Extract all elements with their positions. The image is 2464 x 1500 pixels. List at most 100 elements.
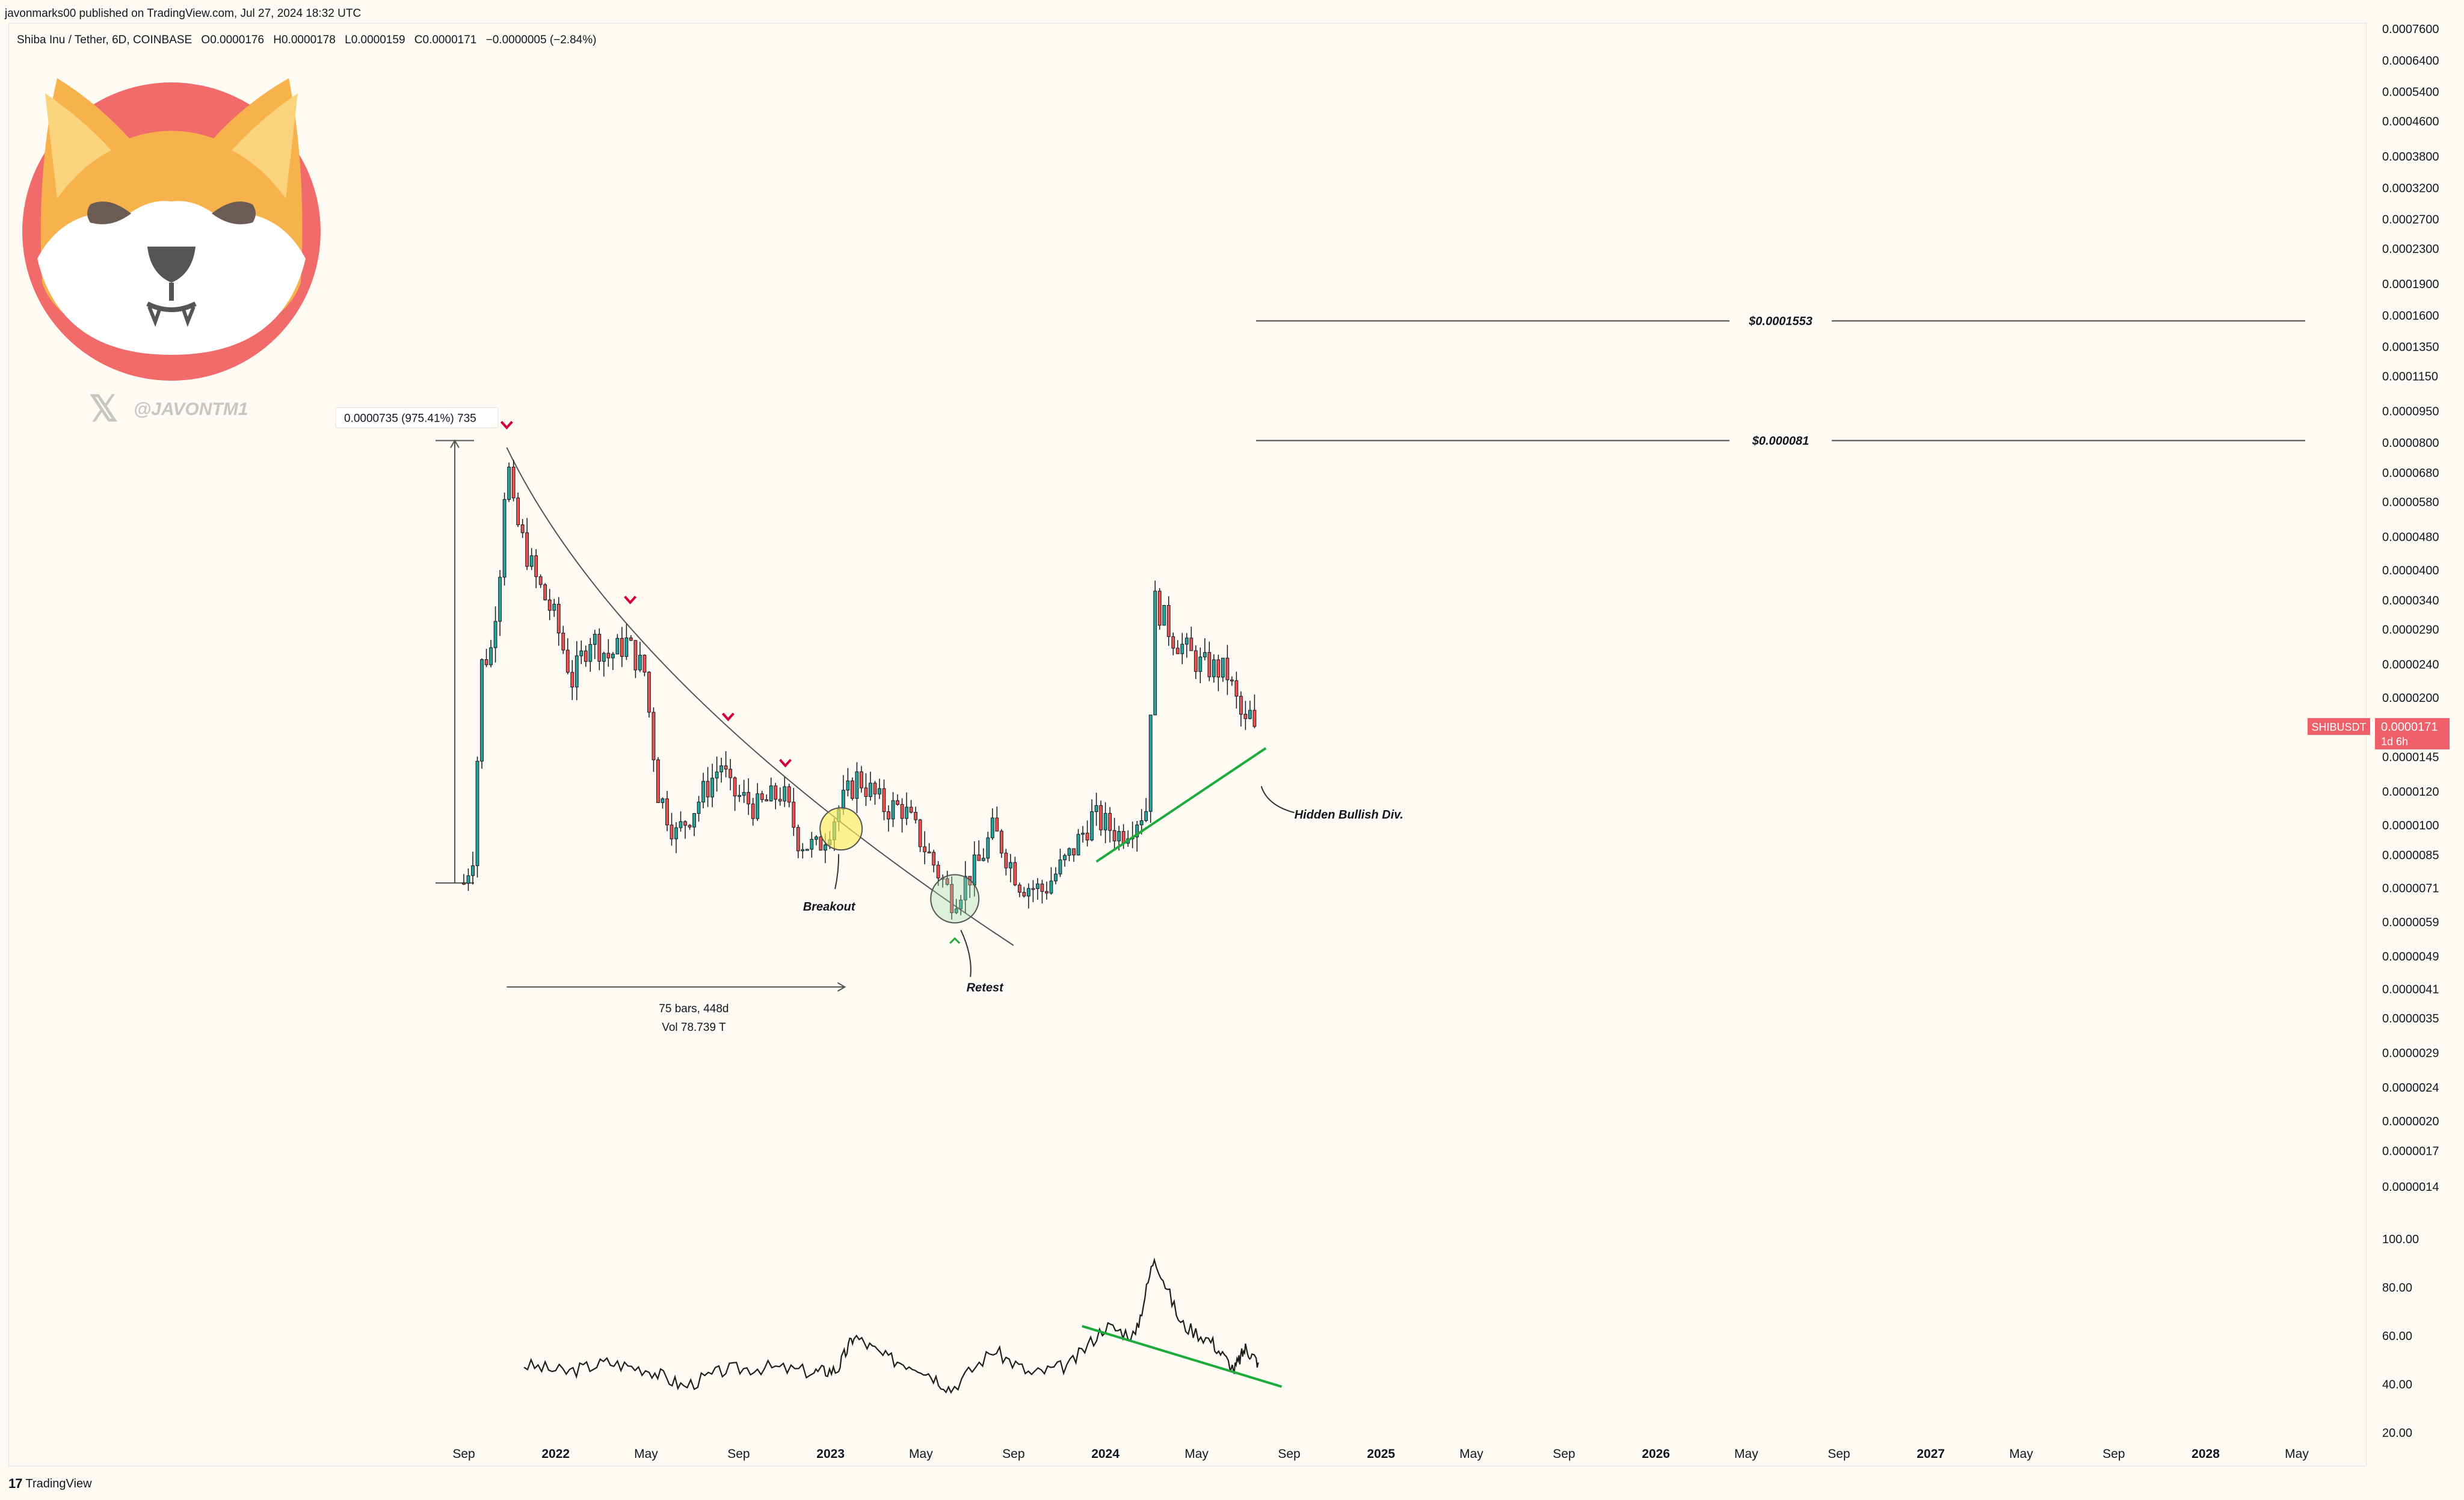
annotations[interactable]: Breakout Retest Hidden Bullish Div. [803,747,1403,994]
candle[interactable] [846,768,850,797]
candle[interactable] [747,778,751,815]
candle[interactable] [1171,632,1175,656]
candle[interactable] [783,776,787,807]
candle[interactable] [1135,821,1139,852]
candle[interactable] [1022,887,1026,898]
candle[interactable] [760,791,764,803]
candle[interactable] [1072,848,1076,862]
candle[interactable] [719,757,724,783]
candle[interactable] [1017,882,1021,897]
candle[interactable] [1252,694,1257,728]
symbol-name[interactable]: Shiba Inu / Tether, 6D, COINBASE [17,34,192,46]
candle[interactable] [878,778,881,799]
candle[interactable] [765,794,769,802]
candle[interactable] [1130,821,1135,849]
candle[interactable] [552,598,556,617]
candle[interactable] [1203,638,1207,660]
candle[interactable] [986,831,990,863]
candle[interactable] [611,652,615,671]
candle[interactable] [1148,715,1153,823]
oscillator-pane[interactable] [523,1257,1283,1394]
candle[interactable] [1144,798,1148,822]
candle[interactable] [556,597,561,646]
candle[interactable] [525,518,529,570]
candle[interactable] [1045,881,1049,900]
candle[interactable] [471,852,475,885]
candle[interactable] [1230,676,1234,686]
chart-frame[interactable] [8,23,2367,1466]
candle[interactable] [873,781,877,805]
candle[interactable] [1063,853,1067,867]
candle[interactable] [918,819,922,852]
hidden-div-oscillator-line[interactable] [1082,1324,1283,1388]
candle[interactable] [1216,654,1221,692]
candle[interactable] [851,777,854,801]
candle[interactable] [620,627,624,668]
candle[interactable] [742,779,746,803]
retest-highlight[interactable] [930,874,980,924]
candle[interactable] [1031,880,1035,902]
candle[interactable] [642,654,647,677]
candle[interactable] [1112,817,1116,850]
candle[interactable] [647,671,651,718]
candle[interactable] [651,707,656,772]
candle[interactable] [670,813,674,846]
price-levels[interactable]: $0.0001553 $0.000081 [1256,312,2305,449]
candle[interactable] [1013,856,1017,887]
candle[interactable] [588,638,593,672]
candle[interactable] [516,492,520,527]
candle[interactable] [633,640,638,678]
candle[interactable] [923,831,927,864]
candle[interactable] [728,758,733,791]
candle[interactable] [538,574,543,588]
candle[interactable] [792,788,796,836]
candle[interactable] [534,549,538,588]
candle[interactable] [733,776,737,811]
candle[interactable] [990,808,994,840]
candle[interactable] [1175,640,1180,654]
candle[interactable] [855,762,859,814]
candle[interactable] [1194,645,1198,680]
candle[interactable] [489,639,493,668]
candle[interactable] [1040,879,1044,904]
candle[interactable] [1243,701,1248,730]
hidden-div-price-line[interactable] [1095,747,1267,863]
symbol-legend[interactable]: Shiba Inu / Tether, 6D, COINBASE O0.0000… [17,34,602,47]
candle[interactable] [778,787,782,806]
candle[interactable] [1008,853,1012,883]
candle[interactable] [796,825,800,858]
candle[interactable] [484,648,488,668]
candle[interactable] [909,800,913,814]
candle[interactable] [507,462,511,502]
candle[interactable] [1248,700,1252,719]
candle[interactable] [1239,691,1243,727]
candle[interactable] [1221,657,1225,682]
candle[interactable] [810,832,814,858]
candle[interactable] [547,589,552,621]
candle[interactable] [963,861,967,914]
candle[interactable] [656,757,660,804]
candle[interactable] [674,822,678,853]
candle[interactable] [701,772,705,808]
candle[interactable] [502,493,507,586]
candle[interactable] [1004,849,1008,876]
candle[interactable] [1094,793,1098,826]
candle[interactable] [1090,799,1094,841]
oscillator-axis[interactable]: 100.00 80.00 60.00 40.00 20.00 [2382,1233,2419,1440]
candle[interactable] [1166,596,1171,646]
candle[interactable] [1036,878,1040,900]
candle[interactable] [1081,826,1085,843]
last-price-tag[interactable]: SHIBUSDT 0.0000171 1d 6h [2308,718,2450,749]
breakout-highlight[interactable] [819,807,863,851]
candle[interactable] [999,829,1003,858]
candle[interactable] [724,751,728,778]
candle[interactable] [959,895,963,915]
candle[interactable] [1162,605,1166,626]
candle[interactable] [579,641,584,665]
candle[interactable] [1180,633,1184,665]
candle[interactable] [1026,883,1030,909]
candle[interactable] [891,791,895,827]
candle[interactable] [511,460,516,502]
candle[interactable] [715,756,719,792]
